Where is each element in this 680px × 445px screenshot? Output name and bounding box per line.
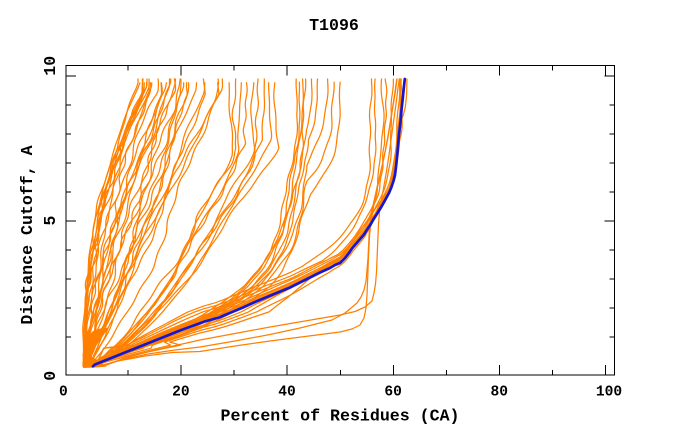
svg-text:80: 80 xyxy=(490,384,508,400)
svg-text:20: 20 xyxy=(172,384,190,400)
svg-text:40: 40 xyxy=(278,384,296,400)
svg-text:Percent of Residues (CA): Percent of Residues (CA) xyxy=(221,406,460,425)
svg-text:Distance Cutoff, A: Distance Cutoff, A xyxy=(18,145,37,324)
svg-text:60: 60 xyxy=(384,384,402,400)
svg-text:0: 0 xyxy=(41,371,60,381)
svg-text:0: 0 xyxy=(59,384,68,400)
svg-text:100: 100 xyxy=(596,384,622,400)
svg-text:T1096: T1096 xyxy=(309,16,359,35)
svg-text:5: 5 xyxy=(41,216,60,226)
svg-text:10: 10 xyxy=(41,56,60,76)
